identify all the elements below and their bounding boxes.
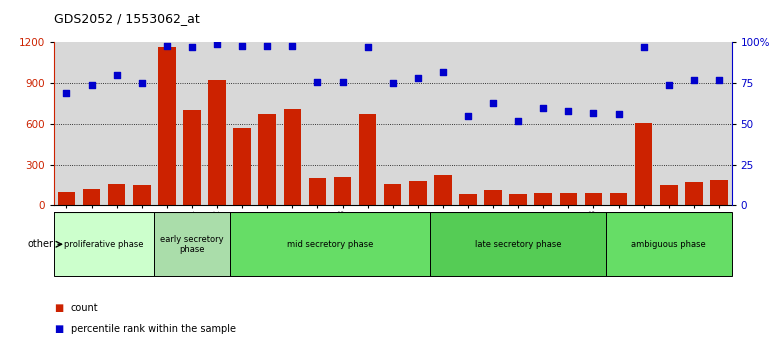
Bar	[384, 184, 401, 205]
Point	[412, 75, 424, 81]
Bar	[229, 212, 430, 276]
Bar	[685, 182, 703, 205]
Bar	[133, 185, 150, 205]
Point	[537, 105, 550, 110]
Bar	[409, 181, 427, 205]
Text: ■: ■	[54, 324, 63, 334]
Text: percentile rank within the sample: percentile rank within the sample	[71, 324, 236, 334]
Text: other: other	[28, 239, 54, 249]
Text: late secretory phase: late secretory phase	[475, 240, 561, 249]
Bar	[333, 177, 351, 205]
Bar	[584, 193, 602, 205]
Point	[437, 69, 449, 75]
Text: proliferative phase: proliferative phase	[65, 240, 144, 249]
Text: ■: ■	[54, 303, 63, 313]
Bar	[459, 194, 477, 205]
Bar	[183, 110, 201, 205]
Point	[387, 80, 399, 86]
Point	[236, 43, 248, 48]
Point	[186, 45, 198, 50]
Bar	[710, 180, 728, 205]
Text: GDS2052 / 1553062_at: GDS2052 / 1553062_at	[54, 12, 199, 25]
Bar	[359, 114, 377, 205]
Point	[487, 100, 499, 105]
Bar	[309, 178, 326, 205]
Bar	[259, 114, 276, 205]
Bar	[484, 190, 502, 205]
Bar	[158, 47, 176, 205]
Point	[211, 41, 223, 47]
Bar	[154, 212, 229, 276]
Point	[361, 45, 373, 50]
Bar	[534, 193, 552, 205]
Point	[85, 82, 98, 88]
Bar	[233, 128, 251, 205]
Bar	[430, 212, 606, 276]
Bar	[606, 212, 732, 276]
Point	[588, 110, 600, 115]
Point	[261, 43, 273, 48]
Point	[286, 43, 299, 48]
Text: mid secretory phase: mid secretory phase	[286, 240, 373, 249]
Bar	[82, 189, 100, 205]
Text: ambiguous phase: ambiguous phase	[631, 240, 706, 249]
Bar	[434, 176, 452, 205]
Bar	[58, 192, 75, 205]
Text: early secretory
phase: early secretory phase	[160, 235, 224, 254]
Point	[688, 77, 700, 83]
Text: count: count	[71, 303, 99, 313]
Point	[512, 118, 524, 124]
Bar	[208, 80, 226, 205]
Bar	[635, 122, 652, 205]
Bar	[54, 212, 154, 276]
Bar	[610, 193, 628, 205]
Bar	[560, 193, 578, 205]
Point	[562, 108, 574, 114]
Point	[311, 79, 323, 84]
Point	[638, 45, 650, 50]
Point	[161, 43, 173, 48]
Point	[60, 90, 72, 96]
Point	[110, 72, 122, 78]
Bar	[660, 185, 678, 205]
Point	[612, 111, 624, 117]
Bar	[283, 109, 301, 205]
Point	[336, 79, 349, 84]
Point	[462, 113, 474, 119]
Bar	[510, 194, 527, 205]
Point	[663, 82, 675, 88]
Point	[136, 80, 148, 86]
Bar	[108, 184, 126, 205]
Point	[713, 77, 725, 83]
